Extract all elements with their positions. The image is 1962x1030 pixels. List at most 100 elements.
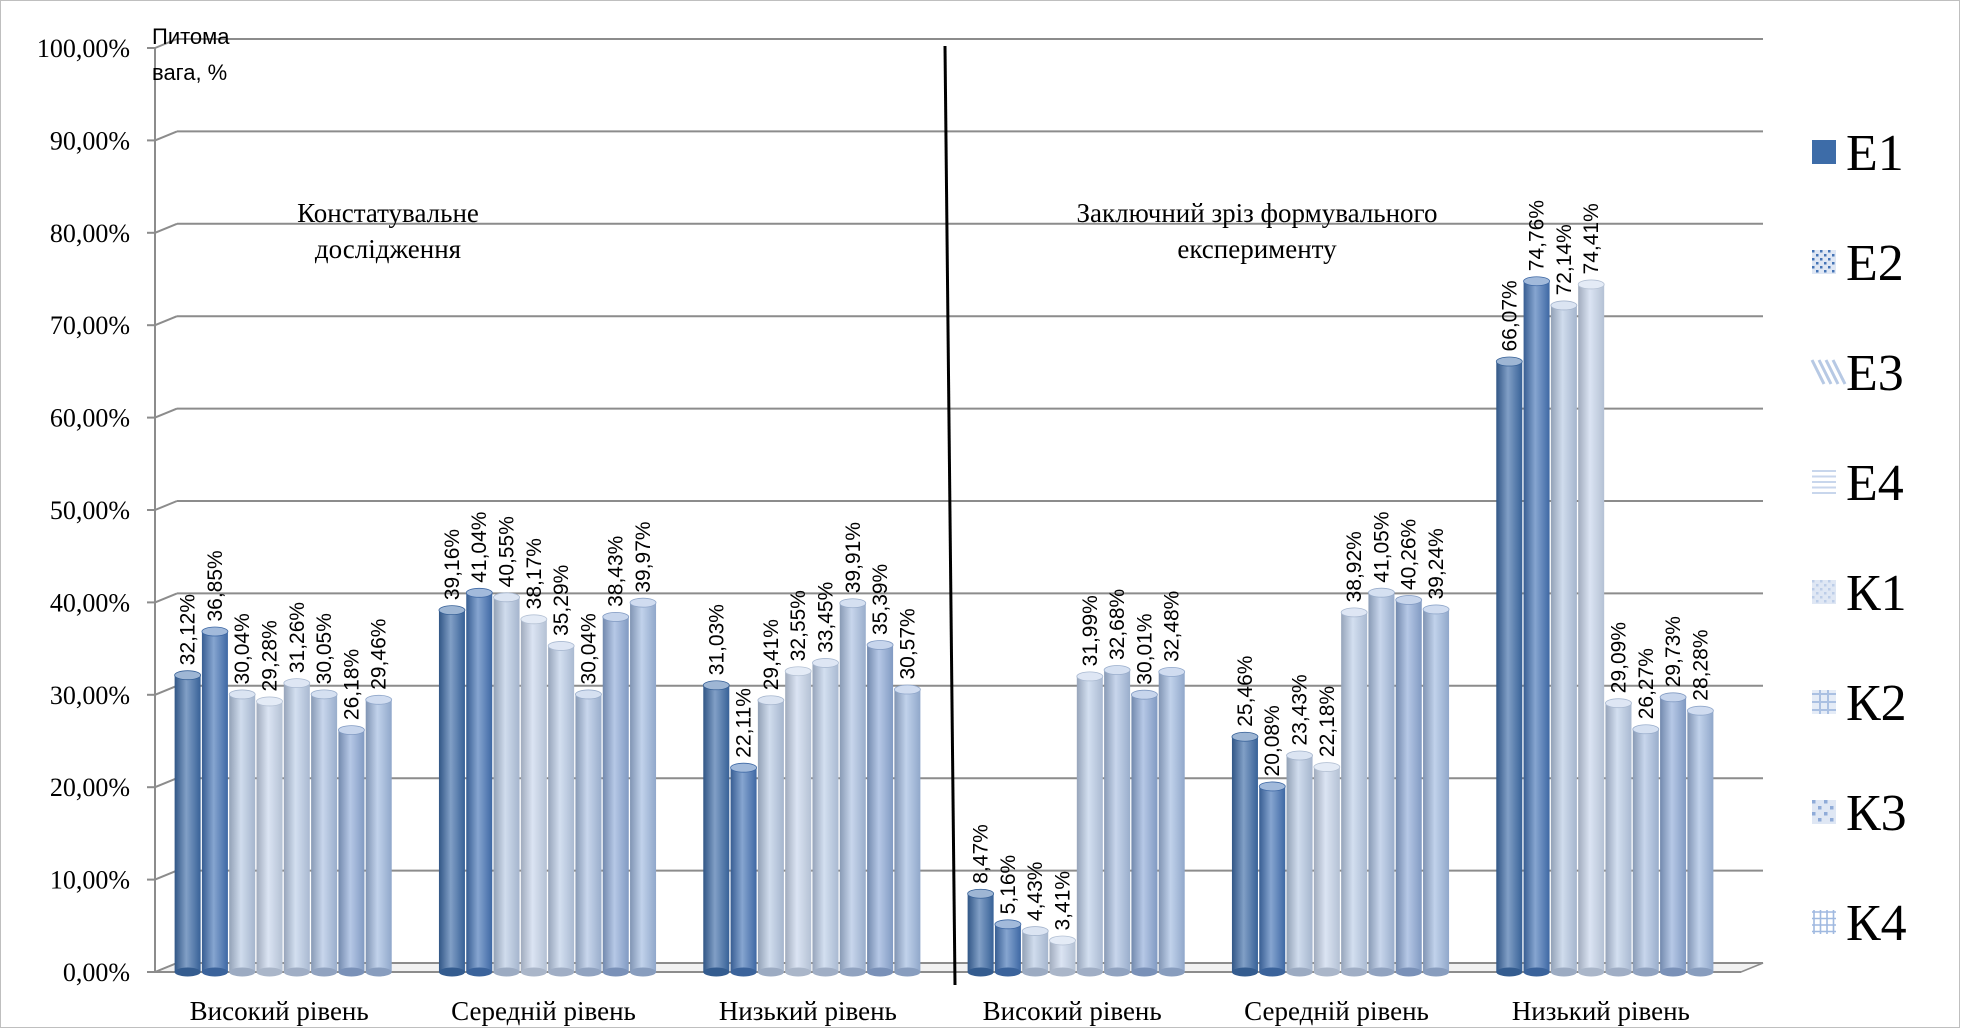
bar xyxy=(174,670,202,977)
bar xyxy=(1158,666,1186,977)
bar xyxy=(1422,604,1450,977)
data-label: 3,41% xyxy=(1052,871,1075,931)
bar xyxy=(629,597,657,977)
data-label: 25,46% xyxy=(1234,656,1257,727)
y-tick-label: 0,00% xyxy=(63,958,130,987)
group-divider xyxy=(943,45,957,986)
bar xyxy=(967,888,995,977)
bar xyxy=(1395,595,1423,977)
data-label: 41,05% xyxy=(1370,511,1393,582)
x-category-label: Високий рівень xyxy=(983,996,1162,1026)
bar xyxy=(228,689,256,977)
legend-item: К2 xyxy=(1812,675,1907,732)
data-label: 33,45% xyxy=(814,582,837,653)
gridline-depth xyxy=(154,777,178,789)
data-label: 32,12% xyxy=(177,594,200,665)
data-label: 40,26% xyxy=(1398,519,1421,590)
bar xyxy=(1495,356,1523,977)
bar xyxy=(757,695,785,977)
data-label: 22,18% xyxy=(1316,686,1339,757)
bar xyxy=(602,612,630,977)
x-category-label: Високий рівень xyxy=(190,996,369,1026)
bar xyxy=(1632,724,1660,977)
bar xyxy=(730,762,757,977)
bar xyxy=(1103,665,1131,977)
data-label: 38,17% xyxy=(523,538,546,609)
data-label: 30,04% xyxy=(577,613,600,684)
bar xyxy=(256,696,283,977)
bar xyxy=(547,641,575,977)
bar xyxy=(1258,781,1286,977)
legend-item: Е4 xyxy=(1812,455,1904,512)
data-label: 30,01% xyxy=(1133,613,1156,684)
gridline-depth xyxy=(154,222,178,234)
data-label: 31,03% xyxy=(705,604,728,675)
data-label: 20,08% xyxy=(1261,705,1284,776)
legend-item: Е2 xyxy=(1812,235,1904,292)
y-tick-label: 40,00% xyxy=(50,588,130,617)
data-label: 26,27% xyxy=(1635,648,1658,719)
legend-item: К4 xyxy=(1812,895,1907,952)
bar xyxy=(994,919,1022,977)
y-tick-label: 30,00% xyxy=(50,681,130,710)
bar xyxy=(438,605,466,977)
data-label: 29,41% xyxy=(760,619,783,690)
bar xyxy=(493,592,520,977)
bar xyxy=(283,678,311,977)
legend-label: К3 xyxy=(1846,785,1907,842)
bar xyxy=(365,694,393,977)
data-label: 4,43% xyxy=(1024,862,1047,922)
bar xyxy=(1076,671,1104,977)
bar xyxy=(1550,300,1578,977)
bar xyxy=(1231,731,1259,977)
legend-item: К1 xyxy=(1812,565,1907,622)
y-tick-label: 80,00% xyxy=(50,219,130,248)
legend-label: Е4 xyxy=(1846,455,1904,512)
data-label: 28,28% xyxy=(1689,629,1712,700)
bar xyxy=(812,658,839,977)
y-tick-label: 100,00% xyxy=(37,34,130,63)
data-label: 35,29% xyxy=(550,565,573,636)
bar xyxy=(575,689,602,977)
data-label: 38,43% xyxy=(605,536,628,607)
data-label: 31,99% xyxy=(1079,595,1102,666)
bar xyxy=(1313,762,1341,977)
y-tick-label: 20,00% xyxy=(50,773,130,802)
bar xyxy=(1049,935,1076,977)
bar xyxy=(1577,279,1605,977)
data-label: 32,68% xyxy=(1106,589,1129,660)
data-label: 74,76% xyxy=(1526,200,1549,271)
gridline-depth xyxy=(154,962,178,973)
gridline-depth xyxy=(154,869,178,881)
bar xyxy=(338,725,365,977)
y-tick-label: 50,00% xyxy=(50,496,130,525)
bar xyxy=(893,684,921,977)
gridline-depth xyxy=(154,130,178,142)
data-label: 31,26% xyxy=(286,602,309,673)
x-category-label: Середній рівень xyxy=(451,996,636,1026)
data-label: 29,09% xyxy=(1607,622,1630,693)
group-annotation: експерименту xyxy=(1177,234,1337,264)
gridline-depth xyxy=(154,684,178,696)
bar xyxy=(465,587,493,977)
data-label: 26,18% xyxy=(340,649,363,720)
bar xyxy=(1659,692,1687,977)
bar xyxy=(784,666,812,977)
y-tick-label: 10,00% xyxy=(50,866,130,895)
y-tick-label: 60,00% xyxy=(50,404,130,433)
x-category-label: Низький рівень xyxy=(1512,996,1690,1026)
data-label: 39,97% xyxy=(632,521,655,592)
legend-label: Е2 xyxy=(1846,235,1904,292)
data-label: 74,41% xyxy=(1580,203,1603,274)
bar xyxy=(1021,926,1049,977)
legend-item: Е1 xyxy=(1812,125,1904,182)
legend-item: Е3 xyxy=(1810,345,1904,402)
data-label: 36,85% xyxy=(204,550,227,621)
group-annotation: Заключний зріз формувального xyxy=(1077,198,1438,228)
bar xyxy=(1686,705,1714,977)
data-label: 40,55% xyxy=(496,516,519,587)
legend-label: Е3 xyxy=(1846,345,1904,402)
bar xyxy=(1286,750,1313,977)
data-label: 30,04% xyxy=(231,613,254,684)
